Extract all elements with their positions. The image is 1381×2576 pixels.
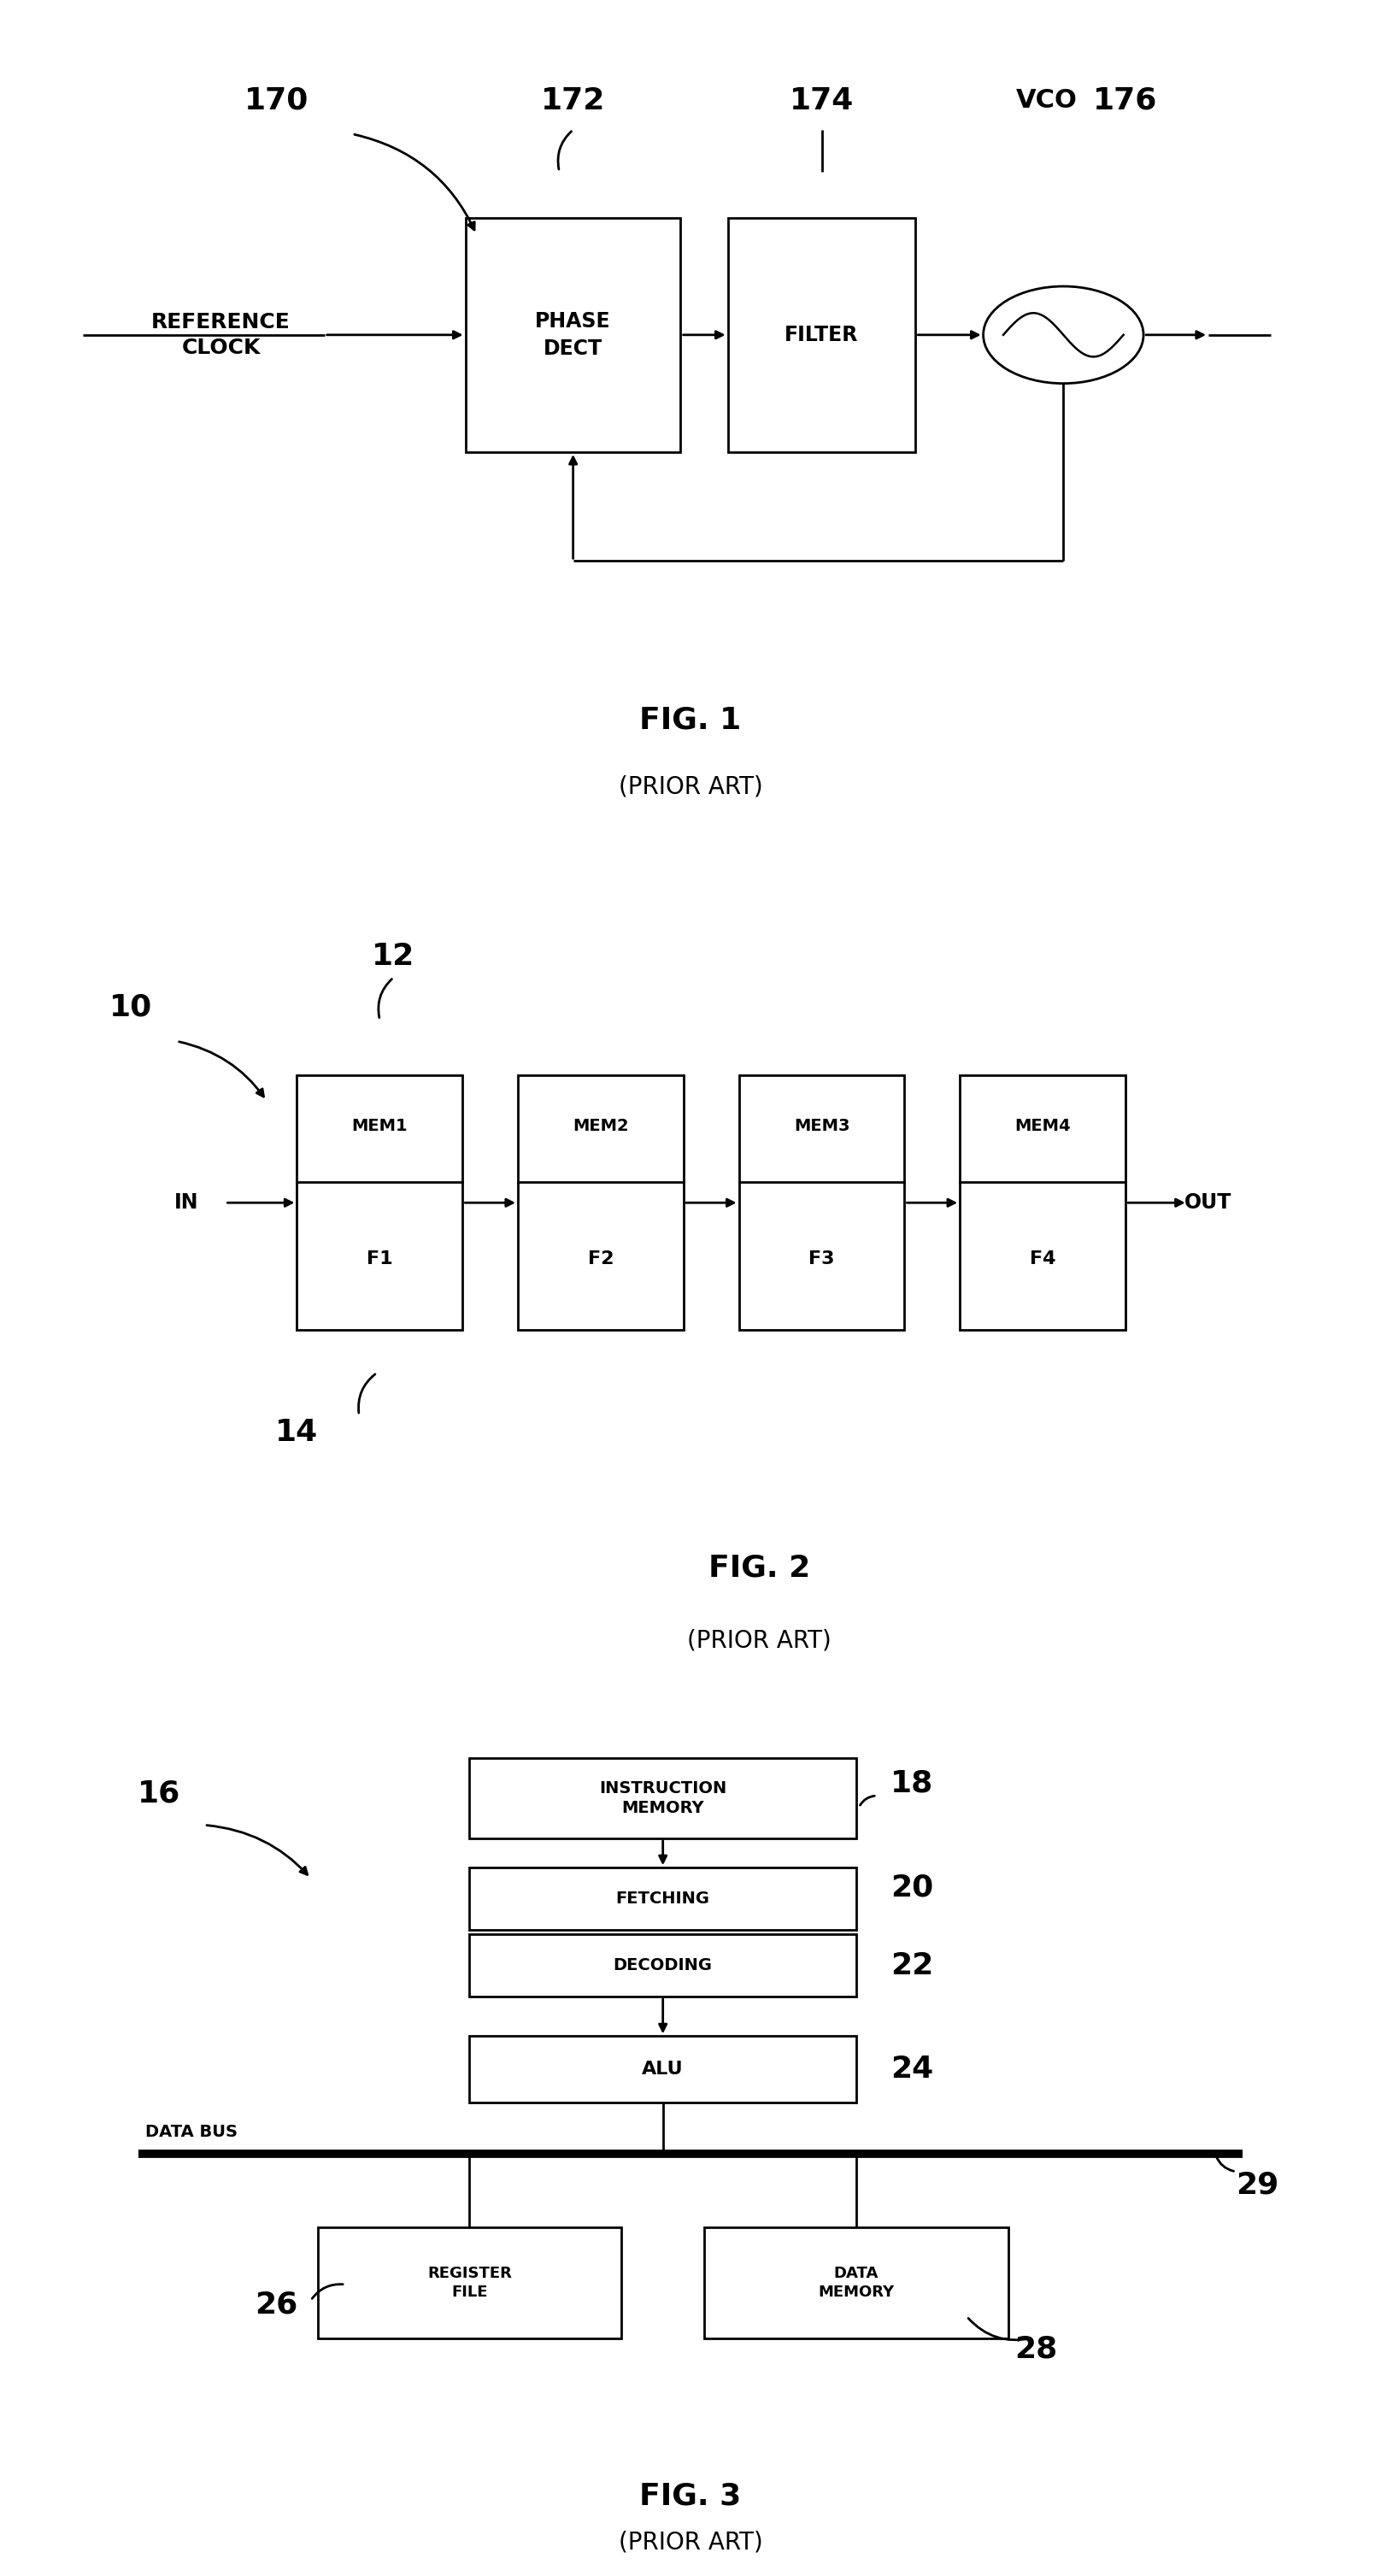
Text: F4: F4 (1030, 1249, 1055, 1267)
Bar (470, 1935, 856, 1996)
Text: 10: 10 (109, 992, 153, 1023)
Bar (704, 2228, 1008, 2339)
Text: 24: 24 (891, 2056, 934, 2084)
Bar (297, 1074, 463, 1329)
Text: (PRIOR ART): (PRIOR ART) (619, 2530, 762, 2555)
Text: REGISTER
FILE: REGISTER FILE (427, 2264, 512, 2300)
Text: 176: 176 (1094, 85, 1157, 116)
Text: 14: 14 (275, 1417, 319, 1448)
Text: OUT: OUT (1185, 1193, 1232, 1213)
Text: 28: 28 (1014, 2334, 1058, 2365)
Text: 172: 172 (541, 85, 605, 116)
Text: PHASE
DECT: PHASE DECT (536, 312, 610, 358)
Text: DATA
MEMORY: DATA MEMORY (818, 2264, 895, 2300)
Text: 22: 22 (891, 1950, 934, 1981)
Text: FIG. 3: FIG. 3 (639, 2481, 742, 2512)
Text: 16: 16 (137, 1780, 181, 1808)
Text: 26: 26 (254, 2290, 298, 2318)
Bar (465, 219, 679, 453)
Text: 12: 12 (371, 943, 416, 971)
Text: (PRIOR ART): (PRIOR ART) (688, 1628, 831, 1651)
Text: FETCHING: FETCHING (616, 1891, 710, 1906)
Text: MEM3: MEM3 (794, 1118, 849, 1133)
Text: INSTRUCTION
MEMORY: INSTRUCTION MEMORY (599, 1780, 726, 1816)
Bar (960, 1074, 1126, 1329)
Text: MEM2: MEM2 (573, 1118, 628, 1133)
Text: 18: 18 (891, 1770, 934, 1798)
Text: FILTER: FILTER (784, 325, 859, 345)
Text: 174: 174 (790, 85, 853, 116)
Text: MEM1: MEM1 (352, 1118, 407, 1133)
Text: F2: F2 (588, 1249, 613, 1267)
Bar (518, 1074, 684, 1329)
Bar (470, 1868, 856, 1929)
Text: VCO: VCO (1016, 88, 1077, 113)
Text: DECODING: DECODING (613, 1958, 713, 1973)
Circle shape (983, 286, 1143, 384)
Bar (470, 2035, 856, 2102)
Text: REFERENCE
CLOCK: REFERENCE CLOCK (152, 312, 290, 358)
Text: 20: 20 (891, 1873, 934, 1901)
Text: F1: F1 (367, 1249, 392, 1267)
Text: FIG. 2: FIG. 2 (708, 1553, 811, 1582)
Text: FIG. 1: FIG. 1 (639, 706, 742, 734)
Text: IN: IN (174, 1193, 199, 1213)
Text: MEM4: MEM4 (1015, 1118, 1070, 1133)
Bar (739, 1074, 905, 1329)
Text: (PRIOR ART): (PRIOR ART) (619, 775, 762, 799)
Text: DATA BUS: DATA BUS (145, 2125, 238, 2141)
Text: F3: F3 (809, 1249, 834, 1267)
Text: 170: 170 (244, 85, 308, 116)
Bar (729, 219, 914, 453)
Text: ALU: ALU (642, 2061, 684, 2079)
Bar (318, 2228, 621, 2339)
Bar (470, 1759, 856, 1839)
Text: 29: 29 (1236, 2172, 1279, 2200)
